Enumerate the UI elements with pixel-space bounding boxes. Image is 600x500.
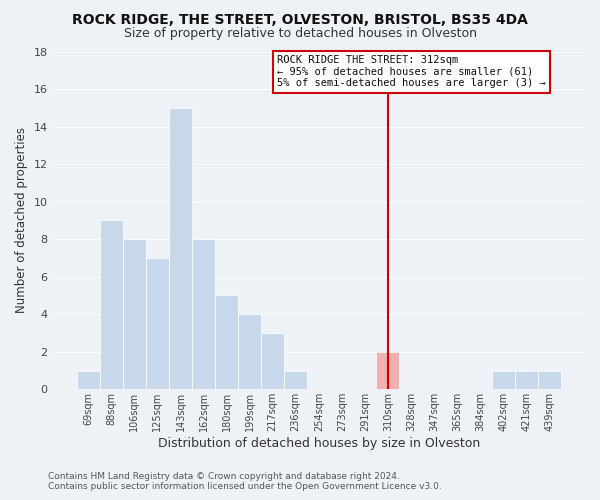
Bar xyxy=(215,296,238,390)
Y-axis label: Number of detached properties: Number of detached properties xyxy=(15,128,28,314)
Bar xyxy=(169,108,192,390)
Bar xyxy=(376,352,400,390)
Bar xyxy=(538,370,561,390)
Bar xyxy=(515,370,538,390)
Text: ROCK RIDGE, THE STREET, OLVESTON, BRISTOL, BS35 4DA: ROCK RIDGE, THE STREET, OLVESTON, BRISTO… xyxy=(72,12,528,26)
Bar xyxy=(146,258,169,390)
Text: ROCK RIDGE THE STREET: 312sqm
← 95% of detached houses are smaller (61)
5% of se: ROCK RIDGE THE STREET: 312sqm ← 95% of d… xyxy=(277,56,546,88)
Bar xyxy=(100,220,123,390)
Text: Contains public sector information licensed under the Open Government Licence v3: Contains public sector information licen… xyxy=(48,482,442,491)
Bar xyxy=(77,370,100,390)
Text: Size of property relative to detached houses in Olveston: Size of property relative to detached ho… xyxy=(124,28,476,40)
Bar xyxy=(491,370,515,390)
X-axis label: Distribution of detached houses by size in Olveston: Distribution of detached houses by size … xyxy=(158,437,480,450)
Bar xyxy=(261,333,284,390)
Text: Contains HM Land Registry data © Crown copyright and database right 2024.: Contains HM Land Registry data © Crown c… xyxy=(48,472,400,481)
Bar xyxy=(192,239,215,390)
Bar xyxy=(284,370,307,390)
Bar xyxy=(123,239,146,390)
Bar xyxy=(238,314,261,390)
